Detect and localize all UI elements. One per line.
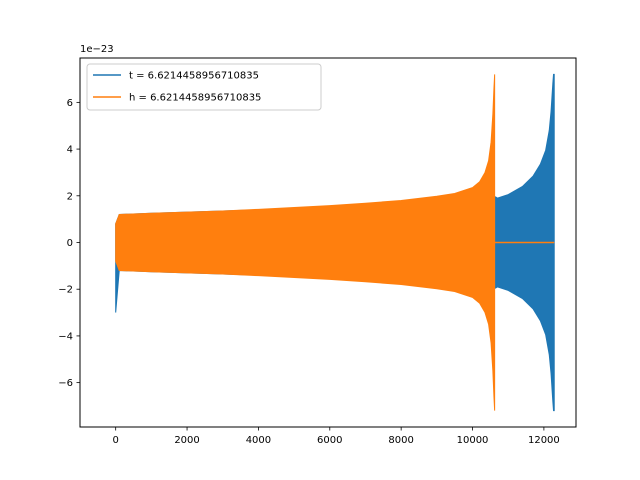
series-envelope-1 <box>115 74 496 411</box>
legend: t = 6.6214458956710835 h = 6.62144589567… <box>86 63 322 111</box>
x-tick-label: 12000 <box>528 435 560 446</box>
y-tick-label: 4 <box>67 145 73 156</box>
y-tick-label: −2 <box>58 285 73 296</box>
y-tick-label: 6 <box>67 98 73 109</box>
series-layer <box>115 73 555 412</box>
y-tick-label: −6 <box>58 378 73 389</box>
x-tick-label: 6000 <box>317 435 342 446</box>
y-axis-ticks: −6 −4 −2 0 2 4 6 <box>58 98 80 389</box>
x-tick-label: 0 <box>112 435 118 446</box>
x-axis-ticks: 0 2000 4000 6000 8000 10000 12000 <box>112 427 560 446</box>
x-tick-label: 10000 <box>457 435 489 446</box>
x-tick-label: 8000 <box>388 435 413 446</box>
y-tick-label: −4 <box>58 331 73 342</box>
legend-entry-t: t = 6.6214458956710835 <box>129 71 259 82</box>
y-offset-label: 1e−23 <box>80 44 114 55</box>
legend-box <box>86 63 322 111</box>
y-tick-label: 0 <box>67 238 73 249</box>
y-tick-label: 2 <box>67 191 73 202</box>
legend-entry-h: h = 6.6214458956710835 <box>129 93 261 104</box>
x-tick-label: 4000 <box>246 435 271 446</box>
x-tick-label: 2000 <box>174 435 199 446</box>
